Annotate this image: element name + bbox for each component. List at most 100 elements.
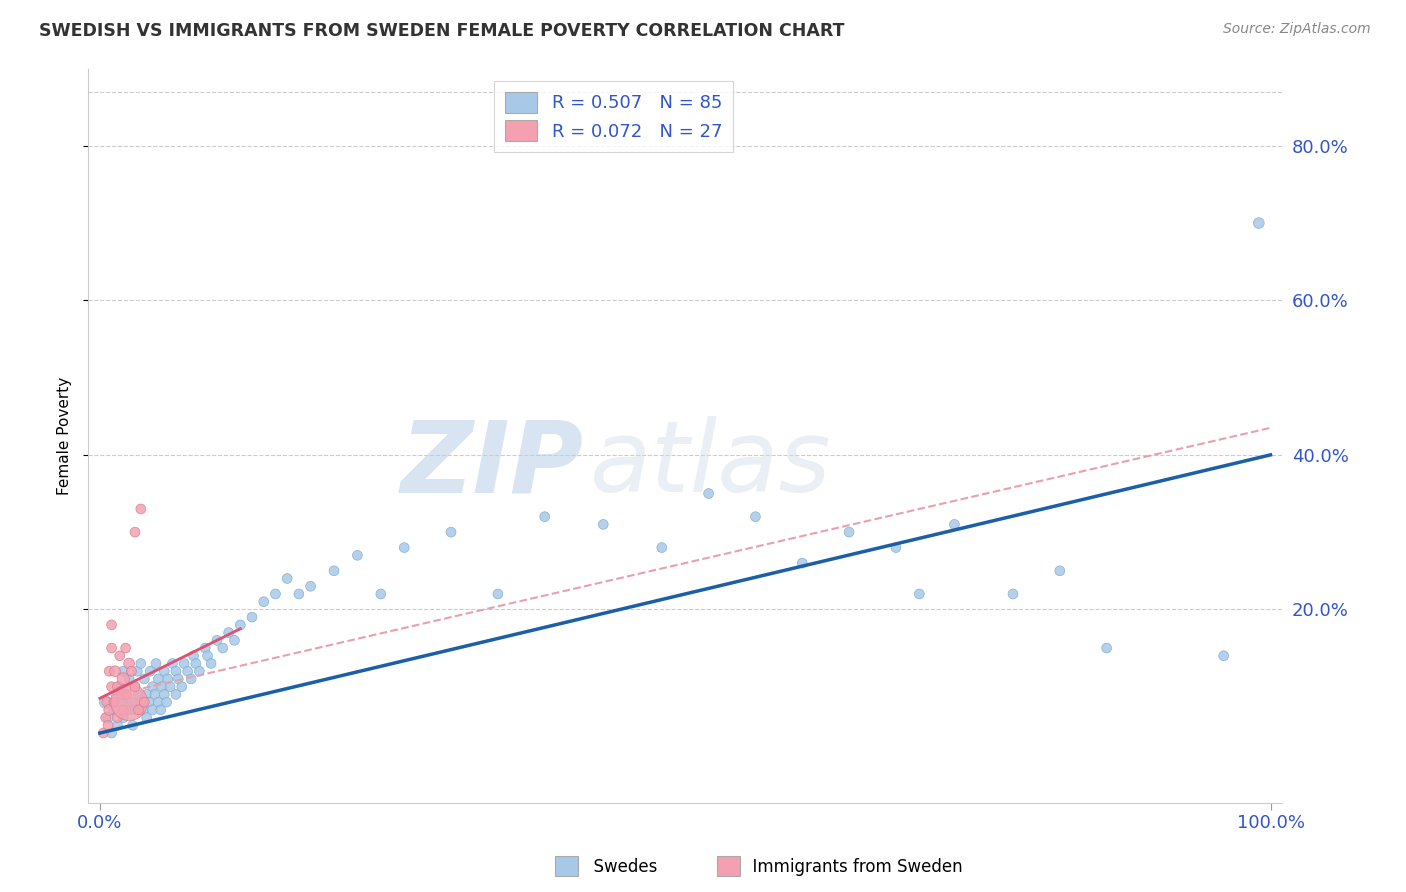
Point — [218, 625, 240, 640]
Point — [533, 509, 555, 524]
Point — [159, 680, 181, 694]
Point — [110, 687, 132, 701]
Point — [176, 665, 198, 679]
Point — [134, 672, 156, 686]
Point — [118, 657, 141, 671]
Point — [114, 687, 136, 701]
Point — [129, 695, 152, 709]
Legend: R = 0.507   N = 85, R = 0.072   N = 27: R = 0.507 N = 85, R = 0.072 N = 27 — [494, 81, 733, 152]
Point — [107, 710, 129, 724]
Point — [1212, 648, 1234, 663]
Text: ZIP: ZIP — [401, 417, 583, 514]
Point — [124, 703, 146, 717]
Point — [100, 680, 122, 694]
Point — [124, 525, 146, 540]
Point — [100, 726, 122, 740]
Point — [299, 579, 322, 593]
Point — [134, 695, 156, 709]
Point — [194, 641, 217, 656]
Point — [180, 672, 202, 686]
Point — [744, 509, 766, 524]
Point — [908, 587, 931, 601]
Point — [139, 665, 162, 679]
Point — [135, 687, 157, 701]
Point — [112, 710, 135, 724]
Point — [224, 633, 246, 648]
Point — [124, 680, 146, 694]
Point — [162, 657, 184, 671]
Point — [127, 665, 149, 679]
Point — [141, 680, 163, 694]
Text: Source: ZipAtlas.com: Source: ZipAtlas.com — [1223, 22, 1371, 37]
Point — [103, 695, 125, 709]
Point — [118, 672, 141, 686]
Point — [253, 595, 276, 609]
Text: Swedes: Swedes — [583, 858, 658, 876]
Point — [103, 703, 125, 717]
Point — [114, 641, 136, 656]
Point — [156, 672, 179, 686]
Point — [183, 648, 205, 663]
Point — [107, 680, 129, 694]
Point — [108, 648, 131, 663]
Point — [394, 541, 416, 555]
Point — [100, 641, 122, 656]
Text: SWEDISH VS IMMIGRANTS FROM SWEDEN FEMALE POVERTY CORRELATION CHART: SWEDISH VS IMMIGRANTS FROM SWEDEN FEMALE… — [39, 22, 845, 40]
Point — [148, 695, 170, 709]
Point — [112, 665, 135, 679]
Point — [170, 680, 193, 694]
Point — [1247, 216, 1270, 230]
Point — [98, 703, 121, 717]
Text: atlas: atlas — [589, 417, 831, 514]
Point — [323, 564, 346, 578]
Point — [143, 687, 166, 701]
Point — [884, 541, 907, 555]
Point — [127, 703, 149, 717]
Point — [149, 703, 172, 717]
Point — [592, 517, 614, 532]
Point — [96, 695, 118, 709]
Point — [211, 641, 233, 656]
Point — [651, 541, 673, 555]
Point — [94, 710, 117, 724]
Point — [264, 587, 287, 601]
Point — [115, 687, 138, 701]
Point — [118, 695, 141, 709]
Point — [184, 657, 207, 671]
Point — [129, 657, 152, 671]
Point — [118, 703, 141, 717]
Point — [138, 695, 160, 709]
Point — [148, 672, 170, 686]
Point — [1095, 641, 1118, 656]
Point — [346, 549, 368, 563]
Point — [121, 695, 143, 709]
Text: Immigrants from Sweden: Immigrants from Sweden — [742, 858, 963, 876]
Point — [1049, 564, 1071, 578]
Point — [94, 695, 117, 709]
Point — [240, 610, 263, 624]
Point — [135, 710, 157, 724]
Point — [276, 572, 298, 586]
Point — [697, 486, 720, 500]
Point — [132, 703, 155, 717]
Point — [943, 517, 966, 532]
Point — [792, 556, 814, 570]
Point — [104, 665, 127, 679]
Point — [165, 665, 187, 679]
Point — [370, 587, 392, 601]
Point — [229, 618, 252, 632]
Point — [141, 703, 163, 717]
Point — [93, 726, 115, 740]
Point — [112, 703, 135, 717]
Point — [150, 680, 173, 694]
Point — [100, 618, 122, 632]
Y-axis label: Female Poverty: Female Poverty — [58, 376, 72, 495]
Point — [127, 687, 149, 701]
Point — [107, 718, 129, 732]
Point — [200, 657, 222, 671]
Point — [97, 710, 120, 724]
Point — [288, 587, 311, 601]
Point — [98, 665, 121, 679]
Point — [173, 657, 195, 671]
Point — [129, 502, 152, 516]
